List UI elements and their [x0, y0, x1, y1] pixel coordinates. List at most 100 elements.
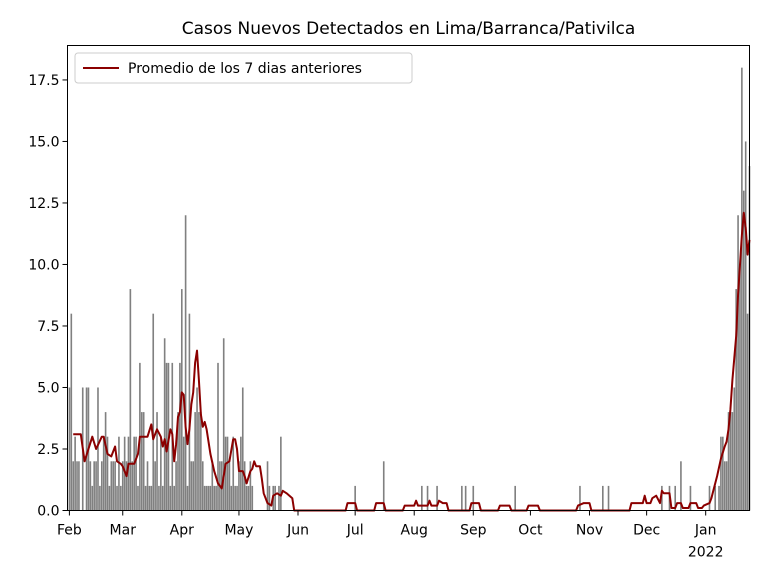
- y-tick-label: 15.0: [28, 134, 59, 150]
- bar: [152, 313, 155, 511]
- chart-title: Casos Nuevos Detectados en Lima/Barranca…: [182, 19, 636, 39]
- y-tick-label: 0.0: [37, 504, 59, 520]
- legend: Promedio de los 7 dias anteriores: [74, 52, 413, 84]
- bar: [148, 485, 151, 511]
- bar: [461, 485, 463, 511]
- bar: [200, 412, 202, 511]
- plot-area: [68, 67, 751, 512]
- bar: [722, 436, 724, 511]
- bar: [241, 387, 244, 511]
- bar: [266, 461, 269, 511]
- axes-frame: [67, 45, 750, 511]
- bar: [70, 313, 73, 511]
- x-tick-label: Mar: [110, 523, 137, 539]
- x-tick-label: Jul: [346, 523, 364, 539]
- legend-label: Promedio de los 7 dias anteriores: [128, 61, 362, 77]
- bar: [95, 461, 97, 511]
- bar: [156, 412, 158, 511]
- bar: [203, 485, 206, 511]
- legend-box: [74, 52, 413, 84]
- y-axis: 0.0 2.5 5.0 7.5 10.0 12.5 15.0 17.5: [28, 73, 68, 520]
- x-axis: 2022 Feb Mar Apr May Jun Jul Aug Sep Oct Nov Dec Ja…: [57, 510, 724, 561]
- y-tick-label: 5.0: [37, 380, 59, 396]
- bar: [472, 485, 475, 511]
- bar: [207, 485, 210, 511]
- bar: [234, 485, 236, 511]
- bar: [97, 387, 99, 511]
- bar: [737, 215, 739, 511]
- bar: [169, 485, 172, 511]
- x-tick-label: Dec: [633, 523, 660, 539]
- average-line: [73, 211, 751, 512]
- bar: [129, 289, 132, 511]
- bar: [421, 485, 423, 511]
- bar: [205, 485, 208, 511]
- bar: [93, 461, 95, 511]
- bar: [514, 485, 516, 511]
- bar: [708, 485, 711, 511]
- bar: [125, 461, 128, 511]
- x-tick-label: Jun: [286, 523, 309, 539]
- bar: [249, 461, 252, 511]
- bar: [133, 436, 135, 511]
- bar: [140, 412, 143, 511]
- bar: [382, 461, 385, 511]
- bar: [222, 338, 225, 511]
- bar: [161, 485, 164, 511]
- bar: [426, 485, 429, 511]
- bar: [215, 485, 217, 511]
- bar: [131, 461, 134, 511]
- bar: [102, 436, 105, 511]
- bar: [76, 461, 78, 511]
- bar: [72, 461, 75, 511]
- bar: [213, 485, 215, 511]
- bar: [741, 67, 743, 511]
- bar: [177, 412, 179, 511]
- bar: [240, 436, 242, 511]
- bar: [607, 485, 610, 511]
- x-tick-label: Apr: [170, 523, 194, 539]
- bar: [165, 362, 168, 511]
- x-tick-label: Sep: [460, 523, 487, 539]
- bar: [718, 485, 720, 511]
- y-tick-label: 12.5: [28, 196, 59, 212]
- x-year-label: 2022: [688, 545, 724, 561]
- bar: [251, 485, 254, 511]
- bar: [436, 485, 438, 511]
- bar: [746, 313, 749, 511]
- bar: [198, 412, 200, 511]
- bar: [674, 485, 677, 511]
- bar: [154, 461, 156, 511]
- bar: [247, 485, 250, 511]
- y-tick-label: 7.5: [37, 319, 59, 335]
- bar: [464, 485, 467, 511]
- bar: [179, 362, 181, 511]
- bar: [121, 461, 124, 511]
- bar: [175, 461, 177, 511]
- bar: [744, 141, 747, 511]
- bar: [354, 485, 356, 511]
- bar: [190, 461, 193, 511]
- bar: [68, 387, 71, 511]
- bar: [184, 215, 187, 511]
- bar: [89, 461, 92, 511]
- x-tick-label: Nov: [576, 523, 603, 539]
- bar: [127, 436, 130, 511]
- bar: [727, 412, 730, 511]
- bar: [182, 436, 185, 511]
- bar: [160, 436, 162, 511]
- bar: [228, 461, 231, 511]
- bar: [245, 485, 248, 511]
- bar: [689, 485, 692, 511]
- bar: [106, 436, 109, 511]
- bar: [112, 461, 115, 511]
- bar: [729, 412, 732, 511]
- bar: [110, 461, 113, 511]
- bar: [278, 485, 280, 511]
- bar: [232, 436, 235, 511]
- bar: [142, 412, 145, 511]
- bar: [118, 436, 120, 511]
- x-tick-label: Jan: [694, 523, 717, 539]
- y-tick-label: 2.5: [37, 442, 59, 458]
